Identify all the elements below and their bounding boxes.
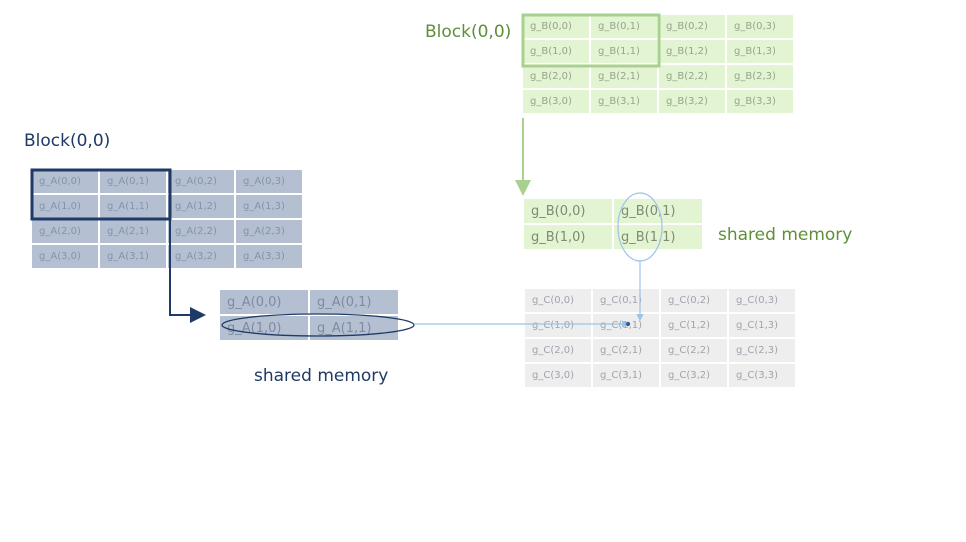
matrix-cell: g_C(0,3) — [729, 289, 795, 312]
matrix-cell: g_C(3,3) — [729, 364, 795, 387]
matrix-cell: g_B(1,1) — [591, 40, 657, 63]
matrix-cell: g_C(3,1) — [593, 364, 659, 387]
matrix-cell: g_A(3,1) — [100, 245, 166, 268]
matrix-cell: g_A(0,0) — [32, 170, 98, 193]
shared-cell: g_A(0,1) — [310, 290, 398, 314]
matrix-cell: g_B(3,2) — [659, 90, 725, 113]
block-b-title: Block(0,0) — [425, 22, 512, 42]
matrix-cell: g_A(0,2) — [168, 170, 234, 193]
matrix-cell: g_C(1,0) — [525, 314, 591, 337]
matrix-cell: g_C(2,0) — [525, 339, 591, 362]
global-matrix-c: g_C(0,0) g_C(0,1) g_C(0,2) g_C(0,3) g_C(… — [525, 289, 795, 387]
matrix-cell: g_A(1,0) — [32, 195, 98, 218]
matrix-cell: g_C(2,1) — [593, 339, 659, 362]
matrix-cell: g_B(0,3) — [727, 15, 793, 38]
matrix-cell: g_C(0,2) — [661, 289, 727, 312]
matrix-cell: g_A(0,1) — [100, 170, 166, 193]
target-dot — [625, 321, 631, 327]
shared-b-col-highlight — [617, 192, 663, 262]
shared-memory-b-label: shared memory — [718, 225, 853, 245]
shared-memory-b: g_B(0,0) g_B(0,1) g_B(1,0) g_B(1,1) — [524, 199, 702, 249]
shared-cell: g_B(1,0) — [524, 225, 612, 249]
shared-cell: g_A(0,0) — [220, 290, 308, 314]
shared-cell: g_B(1,1) — [614, 225, 702, 249]
matrix-cell: g_B(2,0) — [523, 65, 589, 88]
block-a-highlight-box — [30, 168, 172, 221]
matrix-cell: g_C(0,0) — [525, 289, 591, 312]
shared-memory-a: g_A(0,0) g_A(0,1) g_A(1,0) g_A(1,1) — [220, 290, 398, 340]
matrix-cell: g_A(2,0) — [32, 220, 98, 243]
shared-a-row-highlight — [221, 313, 415, 337]
shared-cell: g_B(0,0) — [524, 199, 612, 223]
shared-memory-a-label: shared memory — [254, 366, 389, 386]
matrix-cell: g_B(2,1) — [591, 65, 657, 88]
matrix-cell: g_C(1,2) — [661, 314, 727, 337]
matrix-cell: g_C(0,1) — [593, 289, 659, 312]
matrix-cell: g_B(0,1) — [591, 15, 657, 38]
matrix-cell: g_B(2,2) — [659, 65, 725, 88]
matrix-cell: g_A(1,2) — [168, 195, 234, 218]
arrow-a-to-shared — [169, 219, 206, 323]
matrix-cell: g_A(2,2) — [168, 220, 234, 243]
matrix-cell: g_A(3,2) — [168, 245, 234, 268]
matrix-cell: g_B(3,1) — [591, 90, 657, 113]
matrix-cell: g_C(3,2) — [661, 364, 727, 387]
matrix-cell: g_B(1,3) — [727, 40, 793, 63]
matrix-cell: g_C(3,0) — [525, 364, 591, 387]
matrix-cell: g_A(0,3) — [236, 170, 302, 193]
matrix-cell: g_B(0,2) — [659, 15, 725, 38]
matrix-cell: g_A(2,3) — [236, 220, 302, 243]
matrix-cell: g_B(1,0) — [523, 40, 589, 63]
matrix-cell: g_B(1,2) — [659, 40, 725, 63]
matrix-cell: g_B(3,0) — [523, 90, 589, 113]
matrix-cell: g_C(1,3) — [729, 314, 795, 337]
matrix-cell: g_C(2,3) — [729, 339, 795, 362]
shared-cell: g_B(0,1) — [614, 199, 702, 223]
matrix-cell: g_B(2,3) — [727, 65, 793, 88]
matrix-cell: g_A(1,1) — [100, 195, 166, 218]
matrix-cell: g_B(0,0) — [523, 15, 589, 38]
matrix-cell: g_A(3,3) — [236, 245, 302, 268]
matrix-cell: g_C(2,2) — [661, 339, 727, 362]
block-b-highlight-box — [521, 13, 661, 68]
block-a-title: Block(0,0) — [24, 131, 111, 151]
matrix-cell: g_A(3,0) — [32, 245, 98, 268]
matrix-cell: g_B(3,3) — [727, 90, 793, 113]
matrix-cell: g_A(1,3) — [236, 195, 302, 218]
matrix-cell: g_A(2,1) — [100, 220, 166, 243]
